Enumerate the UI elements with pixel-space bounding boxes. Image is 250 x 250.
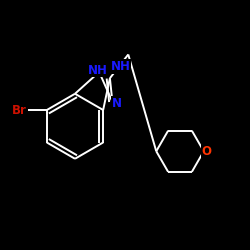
Text: Br: Br — [12, 104, 27, 117]
Text: NH: NH — [88, 64, 108, 76]
Text: O: O — [202, 145, 212, 158]
Text: NH: NH — [110, 60, 130, 73]
Text: N: N — [112, 97, 122, 110]
